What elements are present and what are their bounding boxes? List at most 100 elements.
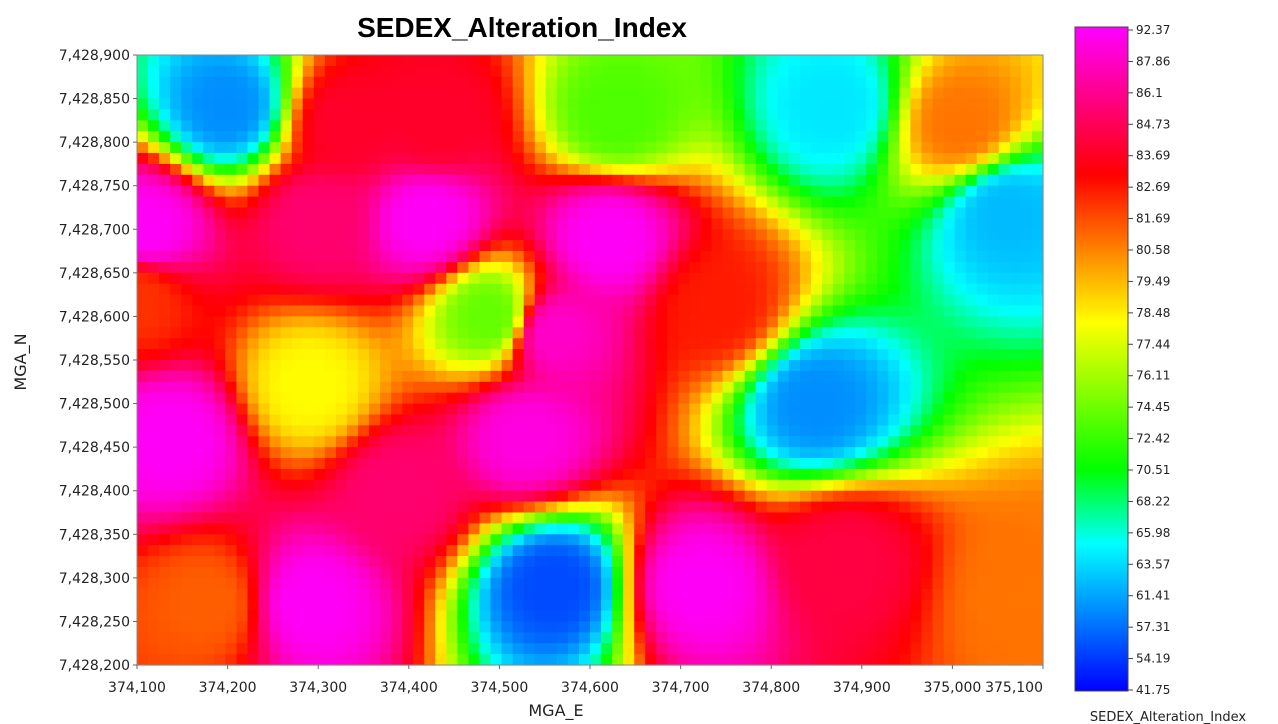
heatmap-cell [799,316,812,328]
heatmap-cell [866,436,878,448]
heatmap-cell [590,556,602,568]
heatmap-cell [424,447,436,459]
heatmap-cell [932,349,945,361]
heatmap-cell [822,447,834,459]
heatmap-cell [479,643,492,655]
heatmap-cell [689,360,702,372]
heatmap-cell [623,163,635,176]
heatmap-cell [324,283,337,296]
heatmap-cell [634,76,646,89]
heatmap-cell [822,207,834,219]
heatmap-cell [413,305,425,318]
heatmap-cell [634,381,646,394]
heatmap-cell [921,98,934,111]
heatmap-cell [766,381,779,394]
heatmap-cell [711,272,724,285]
heatmap-cell [291,632,304,644]
heatmap-cell [468,447,481,459]
heatmap-cell [910,120,923,132]
heatmap-cell [1020,610,1033,623]
heatmap-cell [976,218,989,230]
heatmap-cell [656,163,668,176]
heatmap-cell [357,240,370,252]
heatmap-cell [159,349,171,361]
heatmap-cell [225,316,238,328]
heatmap-cell [943,120,956,132]
heatmap-cell [391,65,403,78]
heatmap-cell [590,316,602,328]
heatmap-cell [722,142,735,154]
heatmap-cell [590,240,602,252]
heatmap-cell [181,577,193,590]
heatmap-cell [921,512,934,524]
heatmap-cell [700,458,713,470]
heatmap-cell [998,577,1011,590]
x-tick-label: 374,200 [199,680,257,696]
heatmap-cell [921,545,934,557]
heatmap-cell [545,294,558,307]
heatmap-cell [987,392,1000,405]
heatmap-cell [490,425,503,437]
heatmap-cell [512,588,525,601]
heatmap-cell [744,621,757,633]
heatmap-cell [170,599,182,612]
heatmap-cell [490,556,503,568]
heatmap-cell [623,207,635,219]
heatmap-cell [601,185,613,198]
heatmap-cell [435,632,447,644]
heatmap-cell [578,305,591,318]
heatmap-cell [446,534,459,546]
heatmap-cell [590,545,602,557]
heatmap-cell [601,316,613,328]
heatmap-cell [357,501,370,514]
heatmap-cell [899,229,912,241]
heatmap-cell [711,349,724,361]
heatmap-cell [479,305,492,318]
heatmap-cell [578,261,591,274]
heatmap-cell [137,577,149,590]
heatmap-cell [192,338,204,350]
heatmap-cell [766,261,779,274]
heatmap-cell [689,207,702,219]
heatmap-cell [479,283,492,296]
heatmap-cell [457,577,470,590]
heatmap-cell [689,490,702,503]
heatmap-cell [413,55,425,67]
heatmap-cell [203,55,215,67]
heatmap-cell [357,338,370,350]
heatmap-cell [413,120,425,132]
heatmap-cell [225,512,238,524]
heatmap-cell [943,523,956,535]
heatmap-cell [921,523,934,535]
heatmap-cell [534,120,547,132]
heatmap-cell [181,283,193,296]
heatmap-cell [567,207,580,219]
heatmap-cell [302,556,315,568]
heatmap-cell [391,185,403,198]
heatmap-cell [391,654,403,666]
heatmap-cell [755,632,768,644]
heatmap-cell [921,316,934,328]
heatmap-cell [148,479,160,492]
heatmap-cell [766,370,779,383]
heatmap-cell [744,76,757,89]
heatmap-cell [512,403,525,416]
heatmap-cell [556,196,569,209]
heatmap-cell [291,327,304,339]
heatmap-cell [291,577,304,590]
heatmap-cell [822,251,834,263]
heatmap-cell [634,229,646,241]
heatmap-cell [976,261,989,274]
heatmap-cell [733,566,746,579]
heatmap-cell [844,65,856,78]
heatmap-cell [623,196,635,209]
heatmap-cell [269,556,282,568]
heatmap-cell [402,349,414,361]
heatmap-cell [302,436,315,448]
heatmap-cell [468,436,481,448]
heatmap-cell [357,316,370,328]
heatmap-cell [523,142,536,154]
heatmap-cell [678,163,691,176]
heatmap-cell [413,338,425,350]
y-tick-label: 7,428,250 [59,614,130,630]
